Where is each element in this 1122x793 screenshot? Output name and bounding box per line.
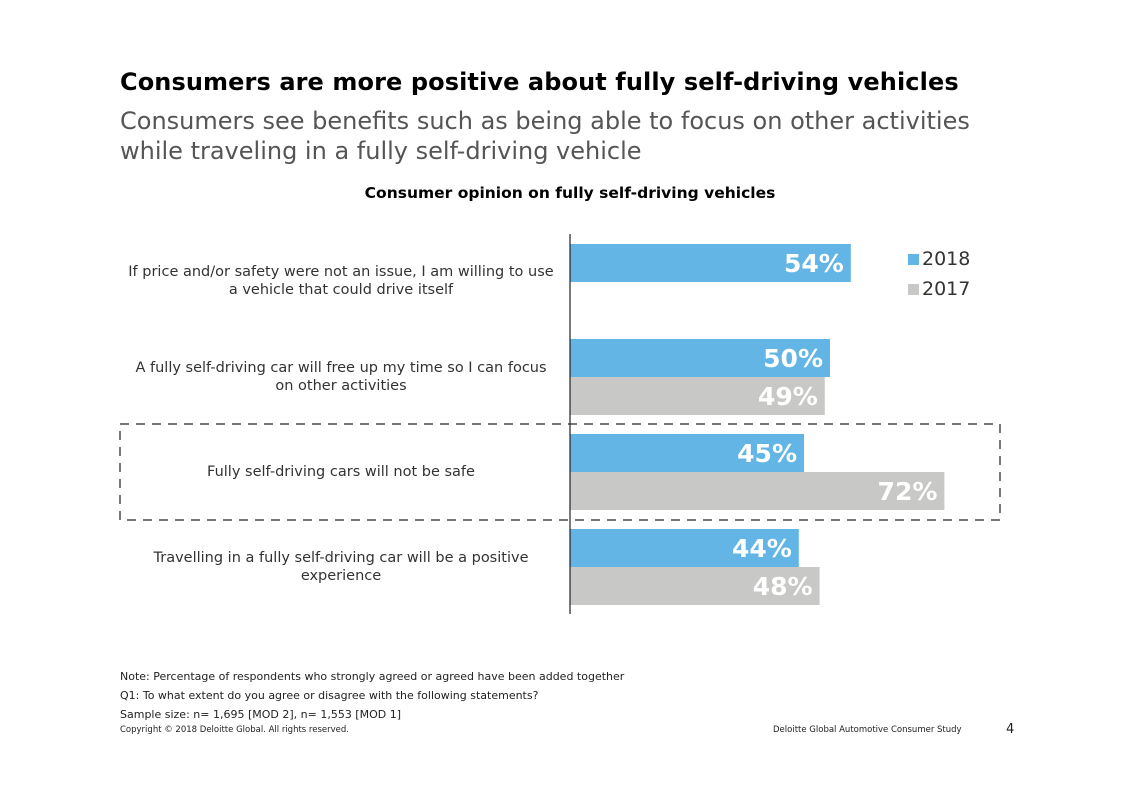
- highlight-box: [119, 423, 1001, 521]
- slide-title: Consumers are more positive about fully …: [120, 68, 959, 96]
- copyright: Copyright © 2018 Deloitte Global. All ri…: [120, 725, 349, 735]
- note-percentage: Note: Percentage of respondents who stro…: [120, 670, 625, 683]
- chart-title: Consumer opinion on fully self-driving v…: [364, 184, 776, 202]
- note-question: Q1: To what extent do you agree or disag…: [120, 689, 539, 702]
- bar-2018-willing: [570, 244, 851, 282]
- legend-label-2018: 2018: [922, 248, 970, 270]
- data-label-2018-willing: 54%: [784, 249, 844, 278]
- study-name: Deloitte Global Automotive Consumer Stud…: [773, 725, 962, 735]
- legend-swatch-2018: [908, 254, 919, 265]
- data-label-2017-not-safe: 72%: [878, 477, 938, 506]
- note-sample-size: Sample size: n= 1,695 [MOD 2], n= 1,553 …: [120, 708, 402, 721]
- category-label-willing: If price and/or safety were not an issue…: [128, 264, 554, 298]
- slide-subtitle: Consumers see benefits such as being abl…: [120, 107, 970, 165]
- category-label-free-time: A fully self-driving car will free up my…: [135, 360, 547, 394]
- data-label-2017-free-time: 49%: [758, 382, 818, 411]
- bar-2018-positive-experience: [570, 529, 799, 567]
- bar-2017-positive-experience: [570, 567, 820, 605]
- data-label-2018-not-safe: 45%: [737, 439, 797, 468]
- bar-2017-not-safe: [570, 472, 945, 510]
- category-label-positive-experience: Travelling in a fully self-driving car w…: [153, 550, 529, 584]
- bar-2018-free-time: [570, 339, 830, 377]
- bar-2018-not-safe: [570, 434, 804, 472]
- bar-2017-free-time: [570, 377, 825, 415]
- legend-label-2017: 2017: [922, 278, 970, 300]
- page-number: 4: [1006, 722, 1015, 737]
- legend-swatch-2017: [908, 284, 919, 295]
- notes: Note: Percentage of respondents who stro…: [120, 667, 624, 724]
- data-label-2018-positive-experience: 44%: [732, 534, 792, 563]
- category-label-not-safe: Fully self-driving cars will not be safe: [207, 464, 475, 480]
- data-label-2017-positive-experience: 48%: [753, 572, 813, 601]
- data-label-2018-free-time: 50%: [763, 344, 823, 373]
